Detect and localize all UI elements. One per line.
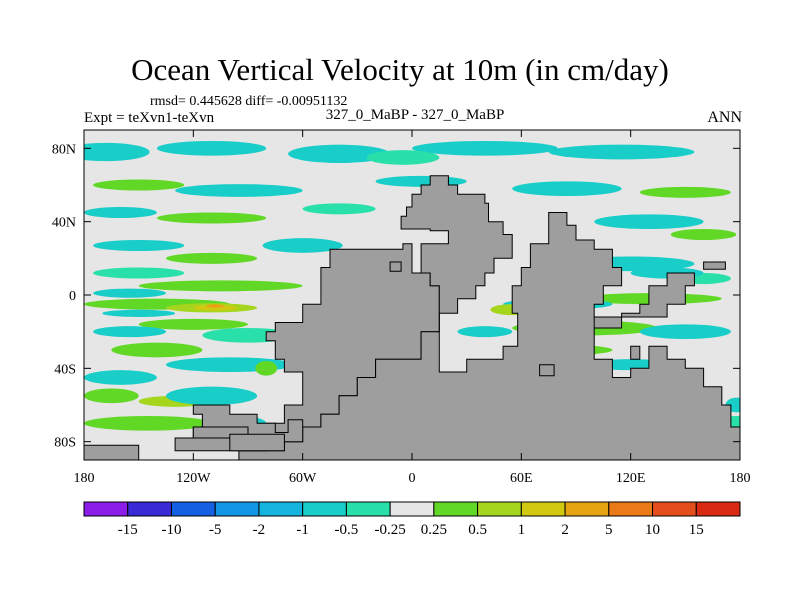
colorbar-swatch	[345, 501, 391, 517]
colorbar-label: -2	[253, 522, 266, 538]
colorbar-label: 15	[689, 522, 704, 538]
contour-region	[84, 142, 150, 162]
colorbar-swatch	[477, 501, 522, 517]
colorbar-swatch	[433, 501, 479, 517]
contour-region	[548, 144, 695, 160]
contour-region	[93, 267, 185, 279]
contour-region	[670, 229, 737, 240]
colorbar-swatch	[214, 501, 260, 517]
contour-region	[302, 203, 376, 215]
colorbar-label: 2	[561, 522, 569, 538]
land-mass	[84, 444, 140, 460]
y-tick-label: 40N	[52, 216, 76, 231]
colorbar-label: 0.5	[468, 522, 487, 538]
contour-region	[102, 309, 176, 318]
contour-region	[93, 179, 185, 191]
colorbar-label: -0.5	[335, 522, 359, 538]
x-tick-label: 180	[730, 471, 751, 486]
experiment-label: Expt = teXvn1-teXvn	[84, 110, 215, 126]
contour-region	[138, 280, 303, 292]
x-tick-label: 60E	[510, 471, 533, 486]
contour-region	[412, 141, 558, 156]
contour-region	[175, 184, 303, 197]
land-mass	[630, 345, 641, 360]
contour-region	[206, 304, 225, 308]
colorbar-swatch	[258, 501, 304, 517]
colorbar-swatch	[389, 501, 435, 517]
y-tick-label: 80N	[52, 142, 76, 157]
contour-region	[639, 186, 731, 198]
contour-region	[93, 240, 185, 251]
x-tick-label: 120E	[616, 471, 646, 486]
land-mass	[229, 433, 285, 452]
x-tick-label: 180	[74, 471, 95, 486]
x-tick-label: 120W	[176, 471, 211, 486]
colorbar-label: 5	[605, 522, 613, 538]
colorbar-swatch	[127, 501, 172, 517]
colorbar-swatch	[564, 501, 610, 517]
y-tick-label: 80S	[54, 436, 76, 451]
colorbar-swatch	[608, 501, 654, 517]
contour-region	[366, 150, 440, 165]
contour-region	[166, 252, 258, 264]
y-tick-label: 0	[69, 289, 76, 304]
contour-region	[288, 144, 391, 163]
land-mass	[539, 364, 555, 377]
map-axes: 180 120W 60W 0 60E 120E 180 80N 40N 0 40S 80S	[52, 129, 751, 486]
contour-region	[84, 207, 157, 218]
contour-region	[156, 212, 267, 224]
colorbar-swatch	[695, 501, 741, 517]
contour-region	[84, 370, 157, 385]
colorbar-swatch	[170, 501, 216, 517]
rmsd-diff-stats: rmsd= 0.445628 diff= -0.00951132	[150, 94, 348, 109]
colorbar-label: 10	[645, 522, 660, 538]
contour-region	[457, 326, 513, 338]
land-mass	[238, 175, 740, 460]
contour-region	[84, 388, 139, 404]
land-mass	[703, 261, 726, 270]
x-tick-label: 0	[409, 471, 416, 486]
contour-region	[93, 326, 166, 338]
contour-region	[138, 318, 248, 330]
contour-region	[166, 386, 258, 406]
map-panel	[84, 130, 740, 460]
colorbar-label: -0.25	[375, 522, 406, 538]
colorbar: -15 -10 -5 -2 -1 -0.5 -0.25 0.25 0.5 1 2 5 10 15	[83, 501, 741, 538]
comparison-label: 327_0_MaBP - 327_0_MaBP	[325, 107, 505, 123]
x-tick-label: 60W	[289, 471, 317, 486]
colorbar-label: -5	[209, 522, 222, 538]
contour-region	[93, 288, 166, 298]
contour-region	[84, 416, 212, 431]
colorbar-swatch	[652, 501, 697, 517]
contour-region	[639, 324, 731, 339]
colorbar-swatch	[302, 501, 347, 517]
colorbar-swatch	[520, 501, 566, 517]
contour-region	[193, 305, 238, 311]
colorbar-label: 0.25	[421, 522, 447, 538]
contour-region	[111, 342, 203, 358]
colorbar-label: 1	[518, 522, 526, 538]
colorbar-label: -1	[296, 522, 309, 538]
contour-region	[255, 361, 278, 376]
chart-title: Ocean Vertical Velocity at 10m (in cm/da…	[131, 52, 669, 87]
colorbar-swatch	[83, 501, 129, 517]
contour-region	[594, 214, 704, 230]
colorbar-label: -10	[161, 522, 181, 538]
land-mass	[389, 261, 402, 272]
colorbar-label: -15	[118, 522, 138, 538]
contour-region	[262, 238, 343, 253]
contour-region	[156, 141, 267, 156]
contour-region	[512, 181, 622, 197]
y-tick-label: 40S	[54, 362, 76, 377]
season-label: ANN	[707, 109, 742, 126]
